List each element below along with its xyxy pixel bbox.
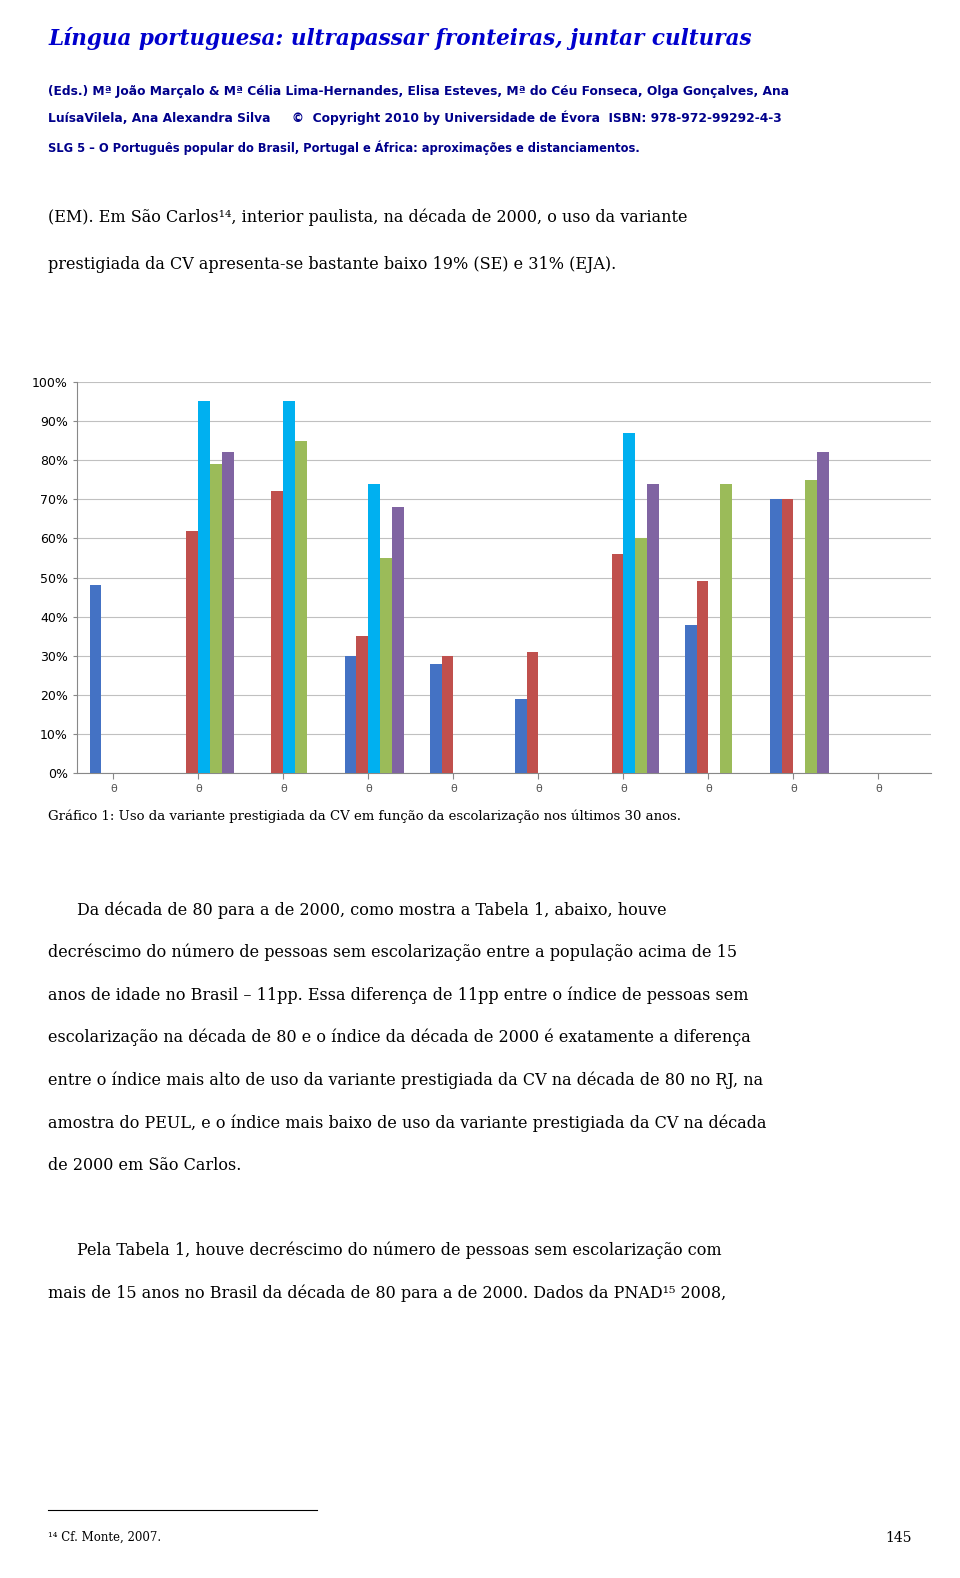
Text: entre o índice mais alto de uso da variante prestigiada da CV na década de 80 no: entre o índice mais alto de uso da varia…	[48, 1071, 763, 1089]
Text: LuísaVilela, Ana Alexandra Silva     ©  Copyright 2010 by Universidade de Évora : LuísaVilela, Ana Alexandra Silva © Copyr…	[48, 110, 781, 125]
Text: de 2000 em São Carlos.: de 2000 em São Carlos.	[48, 1157, 241, 1174]
Bar	[515, 699, 526, 773]
Text: SLG 5 – O Português popular do Brasil, Portugal e África: aproximações e distanc: SLG 5 – O Português popular do Brasil, P…	[48, 140, 639, 155]
Text: 145: 145	[885, 1531, 912, 1545]
Text: prestigiada da CV apresenta-se bastante baixo 19% (SE) e 31% (EJA).: prestigiada da CV apresenta-se bastante …	[48, 256, 616, 273]
Text: Da década de 80 para a de 2000, como mostra a Tabela 1, abaixo, houve: Da década de 80 para a de 2000, como mos…	[77, 901, 666, 918]
Bar	[781, 499, 794, 773]
Text: escolarização na década de 80 e o índice da década de 2000 é exatamente a difere: escolarização na década de 80 e o índice…	[48, 1029, 751, 1046]
Bar	[636, 538, 647, 773]
Bar	[369, 483, 380, 773]
Bar	[222, 453, 234, 773]
Bar	[697, 581, 708, 773]
Text: ¹⁴ Cf. Monte, 2007.: ¹⁴ Cf. Monte, 2007.	[48, 1531, 161, 1543]
Bar	[393, 507, 404, 773]
Text: (EM). Em São Carlos¹⁴, interior paulista, na década de 2000, o uso da variante: (EM). Em São Carlos¹⁴, interior paulista…	[48, 208, 687, 226]
Text: (Eds.) Mª João Marçalo & Mª Célia Lima-Hernandes, Elisa Esteves, Mª do Céu Fonse: (Eds.) Mª João Marçalo & Mª Célia Lima-H…	[48, 85, 789, 98]
Bar	[430, 664, 442, 773]
Bar	[720, 483, 732, 773]
Bar	[380, 559, 393, 773]
Bar	[612, 554, 623, 773]
Bar	[283, 401, 296, 773]
Bar	[210, 464, 222, 773]
Bar	[623, 432, 636, 773]
Bar	[296, 440, 307, 773]
Text: Pela Tabela 1, houve decréscimo do número de pessoas sem escolarização com: Pela Tabela 1, houve decréscimo do númer…	[77, 1242, 721, 1259]
Text: mais de 15 anos no Brasil da década de 80 para a de 2000. Dados da PNAD¹⁵ 2008,: mais de 15 anos no Brasil da década de 8…	[48, 1284, 727, 1302]
Bar	[356, 636, 369, 773]
Bar	[817, 453, 829, 773]
Bar	[647, 483, 660, 773]
Text: Gráfico 1: Uso da variante prestigiada da CV em função da escolarização nos últi: Gráfico 1: Uso da variante prestigiada d…	[48, 810, 681, 824]
Text: amostra do PEUL, e o índice mais baixo de uso da variante prestigiada da CV na d: amostra do PEUL, e o índice mais baixo d…	[48, 1114, 766, 1131]
Bar	[684, 625, 697, 773]
Text: Língua portuguesa: ultrapassar fronteiras, juntar culturas: Língua portuguesa: ultrapassar fronteira…	[48, 27, 752, 50]
Bar	[89, 585, 102, 773]
Bar	[272, 491, 283, 773]
Text: anos de idade no Brasil – 11pp. Essa diferença de 11pp entre o índice de pessoas: anos de idade no Brasil – 11pp. Essa dif…	[48, 986, 749, 1004]
Text: decréscimo do número de pessoas sem escolarização entre a população acima de 15: decréscimo do número de pessoas sem esco…	[48, 944, 737, 961]
Bar	[345, 656, 356, 773]
Bar	[526, 652, 539, 773]
Bar	[442, 656, 453, 773]
Bar	[199, 401, 210, 773]
Bar	[770, 499, 781, 773]
Bar	[186, 530, 199, 773]
Bar	[805, 480, 817, 773]
